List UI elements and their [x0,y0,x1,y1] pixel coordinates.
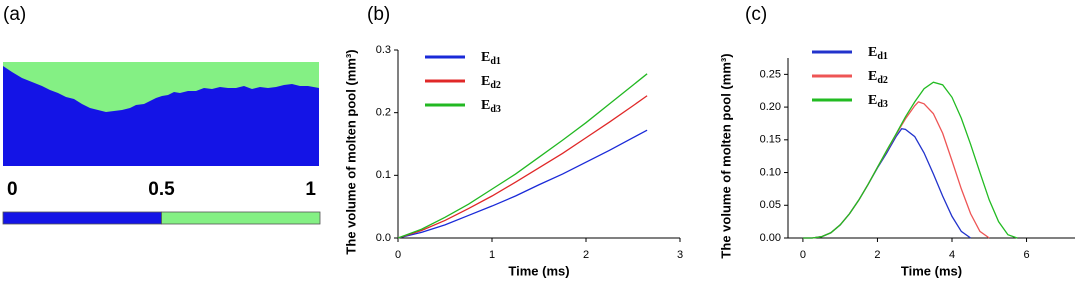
series-line [397,73,648,239]
y-axis-title: The volume of molten pool (mm³) [343,49,358,254]
x-tick-label: 2 [583,249,589,261]
legend-label: Ed1 [868,45,888,62]
y-axis-title: The volume of molten pool (mm³) [718,53,733,258]
y-tick-label: 0.0 [376,232,391,244]
series-line [397,129,648,239]
field-image [3,62,319,166]
legend-label: Ed2 [868,69,888,86]
y-tick-label: 0.2 [376,107,391,119]
colorbar-tick-label: 1 [305,179,316,200]
panel: (a) 0 0.5 1 [2,4,321,225]
x-tick-label: 0 [395,249,401,261]
y-tick-label: 0.1 [376,169,391,181]
x-tick-label: 4 [949,249,955,261]
x-tick-label: 6 [1023,249,1029,261]
y-tick-label: 0.00 [760,232,781,244]
colorbar-tick-label: 0.5 [148,179,175,200]
y-tick-label: 0.25 [760,68,781,80]
series-line [802,81,1018,239]
lower-region [3,66,319,166]
x-tick-label: 2 [874,249,880,261]
y-tick-label: 0.15 [760,134,781,146]
y-tick-label: 0.10 [760,166,781,178]
legend-label: Ed3 [868,93,888,110]
x-tick-label: 3 [677,249,683,261]
colorbar-tick-label: 0 [7,179,18,200]
legend-label: Ed2 [481,74,501,91]
x-axis-title: Time (ms) [508,263,569,278]
x-tick-label: 1 [489,249,495,261]
panel: (c) 0.00 0.05 0.10 0.15 0.20 0.25 0 2 4 6 Time (ms)… [718,4,1075,278]
series-line [802,127,972,239]
panel-label: (b) [367,4,390,25]
series-line [397,95,648,239]
legend-label: Ed3 [481,98,501,115]
panel: (b) 0.0 0.1 0.2 0.3 0 1 2 3 Time (ms) The volume o… [343,4,683,278]
series-line [802,101,990,239]
panel-label: (a) [3,4,26,25]
y-tick-label: 0.3 [376,44,391,56]
y-tick-label: 0.05 [760,199,781,211]
colorbar-segment [2,211,162,225]
x-tick-label: 0 [800,249,806,261]
y-tick-label: 0.20 [760,101,781,113]
x-axis-title: Time (ms) [901,263,962,278]
panel-label: (c) [745,4,767,25]
colorbar-segment [161,211,321,225]
legend-label: Ed1 [481,50,501,67]
